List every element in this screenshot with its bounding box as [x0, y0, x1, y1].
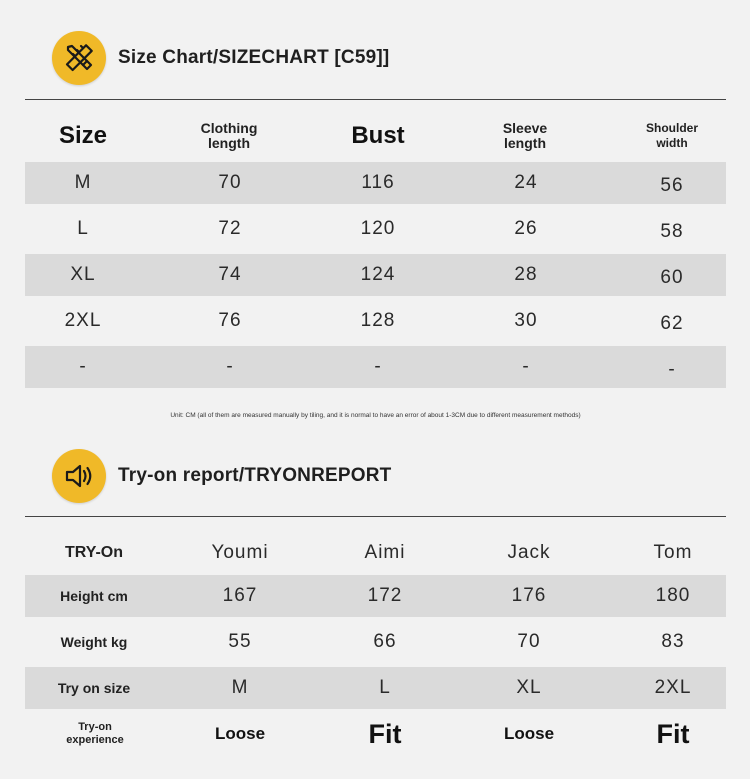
table-cell: 26: [514, 218, 538, 239]
table-cell: 128: [360, 310, 396, 331]
experience-value: Fit: [368, 718, 402, 749]
size-chart-divider: [25, 99, 726, 100]
table-cell: 30: [514, 310, 538, 331]
measurement-note: Unit: CM (all of them are measured manua…: [170, 412, 581, 419]
table-cell: -: [522, 356, 530, 377]
table-cell: 76: [218, 310, 242, 331]
table-cell: M: [231, 677, 249, 698]
tryon-report-title: Try-on report/TRYONREPORT: [118, 465, 392, 486]
tryon-row-height: Height cm 167 172 176 180: [25, 575, 726, 617]
table-cell: M: [74, 172, 92, 193]
table-cell: 167: [222, 585, 258, 606]
table-cell: L: [77, 218, 89, 239]
size-chart-header: Size Chart/SIZECHART [C59]]: [52, 31, 389, 85]
table-cell: 55: [228, 631, 252, 652]
tryon-table: TRY-On Youmi Aimi Jack Tom Height cm 167…: [25, 531, 726, 755]
row-label: Try on size: [57, 680, 131, 696]
table-cell: 24: [514, 172, 538, 193]
table-cell: 120: [360, 218, 396, 239]
experience-value: Fit: [656, 718, 690, 749]
table-cell: -: [79, 356, 87, 377]
size-row-m: M 70 116 24 56: [25, 162, 726, 204]
header-try-on: TRY-On: [64, 544, 124, 561]
table-cell: 116: [361, 172, 395, 193]
table-cell: 83: [661, 631, 685, 652]
table-cell: 74: [218, 264, 242, 285]
table-cell: 28: [514, 264, 538, 285]
header-bust: Bust: [351, 122, 405, 149]
tryon-row-size: Try on size M L XL 2XL: [25, 667, 726, 709]
experience-value: Loose: [214, 724, 266, 743]
table-cell: 58: [660, 221, 684, 242]
row-label: Try-on experience: [66, 721, 124, 746]
table-cell: 60: [660, 267, 684, 288]
table-cell: XL: [516, 677, 542, 698]
header-shoulder-width: Shoulder width: [645, 121, 698, 150]
table-cell: -: [226, 356, 234, 377]
row-label: Weight kg: [60, 634, 128, 650]
table-cell: -: [668, 359, 676, 380]
header-size: Size: [58, 122, 108, 149]
table-cell: 66: [373, 631, 397, 652]
size-row-l: L 72 120 26 58: [25, 208, 726, 250]
size-chart-table: Size Clothing length Bust Sleeve length …: [25, 110, 726, 388]
table-cell: L: [379, 677, 391, 698]
table-cell: 56: [660, 175, 684, 196]
table-cell: 70: [517, 631, 541, 652]
table-cell: 72: [218, 218, 242, 239]
header-jack: Jack: [507, 542, 551, 563]
speaker-icon: [52, 449, 106, 503]
header-aimi: Aimi: [364, 542, 406, 563]
table-cell: 2XL: [654, 677, 692, 698]
header-clothing-length: Clothing length: [200, 120, 258, 151]
header-youmi: Youmi: [211, 542, 269, 563]
size-row-xl: XL 74 124 28 60: [25, 254, 726, 296]
row-label: Height cm: [60, 588, 128, 604]
tryon-report-header: Try-on report/TRYONREPORT: [52, 449, 391, 503]
tryon-divider: [25, 516, 726, 517]
table-cell: 180: [655, 585, 691, 606]
table-cell: 70: [218, 172, 242, 193]
pencil-ruler-icon: [52, 31, 106, 85]
tryon-header-row: TRY-On Youmi Aimi Jack Tom: [25, 531, 726, 575]
tryon-row-weight: Weight kg 55 66 70 83: [25, 621, 726, 663]
size-row-2xl: 2XL 76 128 30 62: [25, 300, 726, 342]
table-cell: -: [374, 356, 382, 377]
experience-value: Loose: [503, 724, 555, 743]
size-row-empty: - - - - -: [25, 346, 726, 388]
header-sleeve-length: Sleeve length: [502, 120, 548, 151]
tryon-row-experience: Try-on experience Loose Fit Loose Fit: [25, 713, 726, 755]
table-cell: 172: [367, 585, 403, 606]
size-chart-header-row: Size Clothing length Bust Sleeve length …: [25, 110, 726, 162]
table-cell: 2XL: [64, 310, 102, 331]
table-cell: 62: [660, 313, 684, 334]
table-cell: XL: [70, 264, 96, 285]
size-chart-title: Size Chart/SIZECHART [C59]]: [118, 47, 390, 68]
table-cell: 176: [511, 585, 547, 606]
table-cell: 124: [360, 264, 396, 285]
header-tom: Tom: [653, 542, 693, 563]
